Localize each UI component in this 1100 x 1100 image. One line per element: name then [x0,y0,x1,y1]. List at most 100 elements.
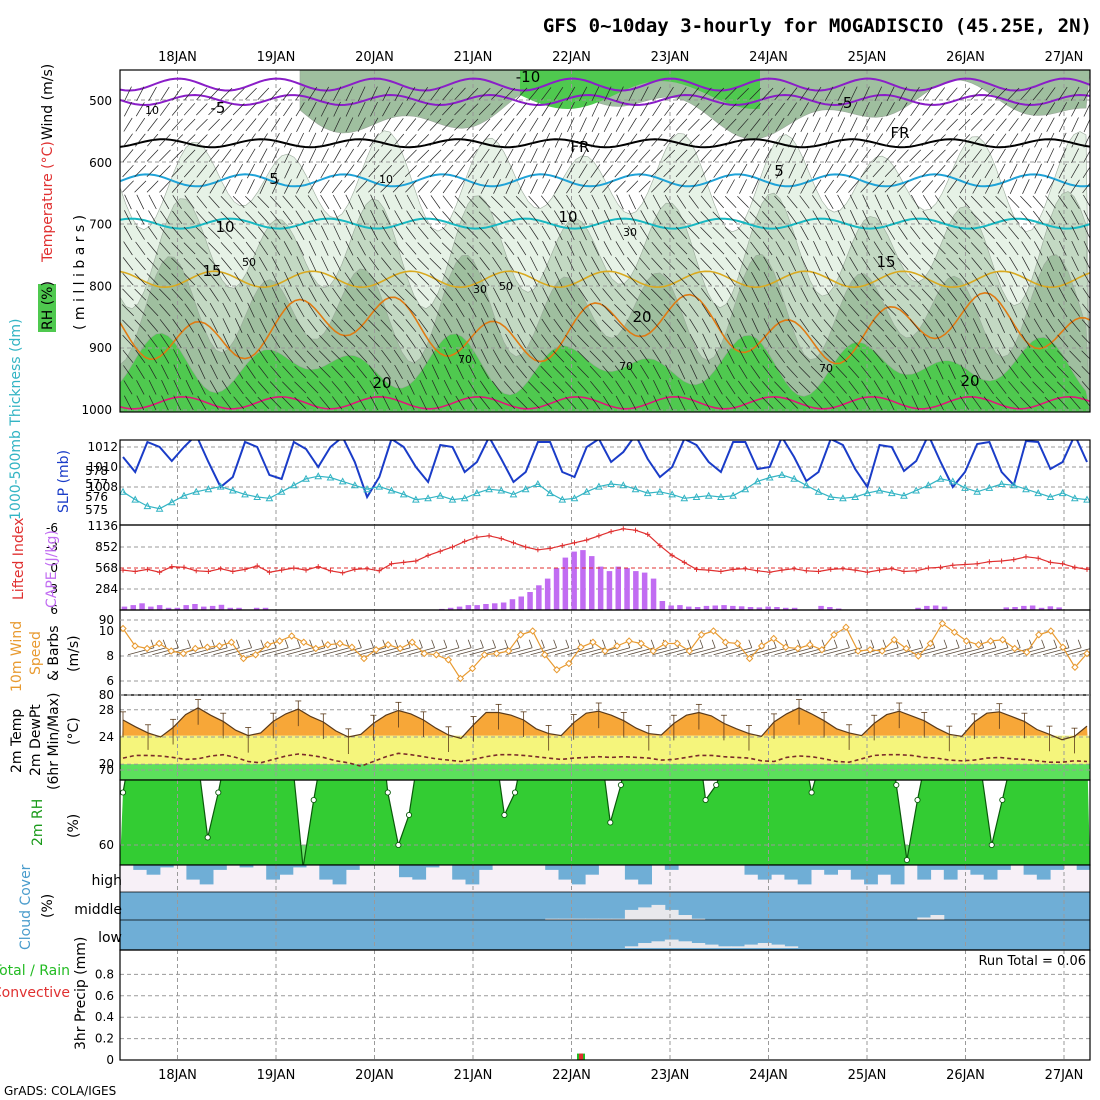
wind10-point [143,644,151,653]
cloud-high-bar [332,865,347,885]
lifted-index-point [816,569,822,574]
cloud-high-bar [664,865,679,870]
wind10-point [1083,649,1090,658]
tmax-area [122,707,1088,736]
rh2m-point [745,715,750,720]
precip-tick-1: 0.6 [95,989,114,1003]
lifted-index-point [571,540,577,546]
cape-bar [465,605,472,610]
lifted-index-point [803,568,809,574]
lifted-index-point [877,567,883,573]
wind10-point [1035,631,1043,639]
wind10-point [902,644,910,653]
lifted-index-point [327,568,333,574]
panel-lifted-cape: -6 -3 0 3 6 1136 852 568 284 Lifted Index CAPE (… [11,518,1091,617]
rh2m-point [120,789,127,796]
lifted-index-point [352,566,358,572]
thickness-point [595,482,603,490]
thickness-label: 1000-500mb Thickness (dm) [8,319,24,520]
cloud-low-gap [664,939,679,948]
cloud-high-bar [784,865,799,880]
cape-bar [774,607,780,610]
thickness-point [363,485,371,493]
lifted-index-point [962,562,968,567]
wind10-point [589,638,597,646]
cloud-middle-gap [917,917,932,920]
precip-units-label: 3hr Precip (mm) [73,937,89,1050]
run-total: Run Total = 0.06 [978,954,1086,969]
precip-tick-2: 0.4 [95,1010,114,1024]
rh2m-point [1021,715,1026,720]
lifted-index-point [779,567,785,573]
cape-bar [791,607,798,610]
lifted-index-point [828,566,834,572]
thickness-point [790,474,798,482]
cape-bar [827,607,833,610]
wind10-point [926,639,935,648]
dew-band [120,764,1090,780]
slp-label: SLP (mb) [56,450,72,513]
top-date-22JAN: 22JAN [552,50,591,65]
cape-bar [518,596,524,610]
lifted-index-point [559,543,565,549]
temp2m-label-3: (6hr Min/Max) [46,693,62,790]
cloud-high-bar [571,865,586,885]
lifted-index-point [340,570,346,576]
wind10-point [516,631,525,639]
cloud-middle-gap [930,915,945,920]
cloud-high-bar [1023,865,1038,875]
rh2m-point [555,632,560,637]
bottom-date-19JAN: 19JAN [257,1068,296,1083]
cloud-high-bar [558,865,573,880]
rh2m-point [713,781,720,789]
rh2m-point [999,796,1006,804]
thickness-point [314,472,323,480]
rh-label: RH (%) [40,281,56,330]
rh2m-point [893,781,900,789]
lifted-index-point [730,566,736,572]
slp-tick-1010: 1010 [87,460,118,474]
isotherm-4 [120,217,1090,230]
thickness-point [534,479,542,487]
cloud-middle-gap [611,918,626,920]
rh-legend-swatch [38,284,56,332]
thickness-point [668,490,676,498]
cape-bar [1003,607,1009,610]
lifted-index-point [999,558,1005,564]
isotherm-6 [120,291,1090,365]
cloud-high-bar [1036,865,1051,880]
cape-bar [183,605,189,610]
wind10-point [866,646,874,654]
wind10-point [938,619,947,628]
rh2m-point [204,834,211,841]
thickness-point [192,487,201,495]
lifted-index-point [169,564,175,570]
wind10-point [806,641,814,649]
thickness-point [656,487,664,495]
contour-label-15: 15 [202,262,221,280]
thickness-point [839,494,847,502]
wind10-point [384,641,392,649]
wind10-point [782,643,790,651]
rh-band-3 [120,332,1090,412]
cape-bar [218,604,225,610]
lifted-index-point [388,561,394,567]
cape-bar [818,605,824,610]
thickness-point [143,502,152,510]
precip-conv-label: Convective [0,985,70,1001]
cape-bar [553,568,560,610]
thickness-point [351,481,359,489]
thickness-point [228,486,237,494]
cloud-middle-gap [571,918,586,920]
cape-bar [765,606,771,610]
p1-ytick-600: 600 [89,156,112,170]
cloud-middle-gap [598,918,613,920]
cape-bar [694,607,701,610]
cape-tick-568: 568 [95,561,118,575]
cloud-cover-units: (%) [40,894,56,918]
wind10-point [528,627,537,635]
bottom-date-labels: 18JAN 19JAN 20JAN 21JAN 22JAN 23JAN 24JAN 25JAN… [158,1068,1083,1083]
cape-bar [544,578,551,610]
cape-bar [624,568,630,610]
rh2m-point [501,811,508,819]
